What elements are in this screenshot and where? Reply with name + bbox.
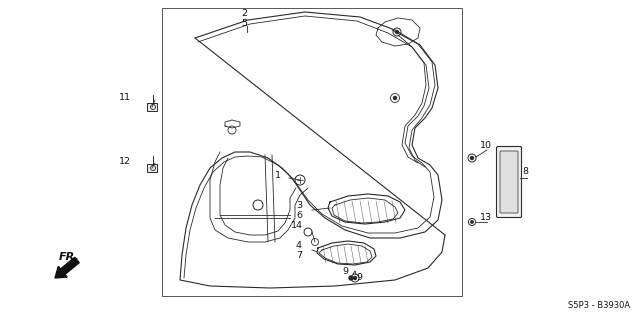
Text: 3: 3 [296,201,302,210]
Circle shape [470,157,474,160]
Circle shape [471,221,473,223]
Text: 6: 6 [296,211,302,219]
Text: FR.: FR. [59,252,80,262]
Text: 9: 9 [356,273,362,283]
Text: 4: 4 [296,241,302,249]
Circle shape [353,277,356,279]
Bar [162,8,462,296]
Text: 5: 5 [241,19,247,27]
Circle shape [396,31,399,33]
Bar [147,103,157,111]
FancyBboxPatch shape [497,146,522,218]
Text: 9: 9 [342,268,348,277]
Text: 14: 14 [291,220,303,229]
Bar [147,164,157,172]
Circle shape [394,97,397,100]
Text: S5P3 - B3930A: S5P3 - B3930A [568,301,630,310]
Text: 12: 12 [119,158,131,167]
Circle shape [349,276,353,280]
Text: 7: 7 [296,250,302,259]
Text: 2: 2 [241,10,247,19]
FancyArrow shape [55,257,79,278]
Text: 13: 13 [480,213,492,222]
Text: 10: 10 [480,140,492,150]
Text: 8: 8 [522,167,528,176]
Text: 11: 11 [119,93,131,102]
FancyBboxPatch shape [500,151,518,213]
Text: 1: 1 [275,170,281,180]
